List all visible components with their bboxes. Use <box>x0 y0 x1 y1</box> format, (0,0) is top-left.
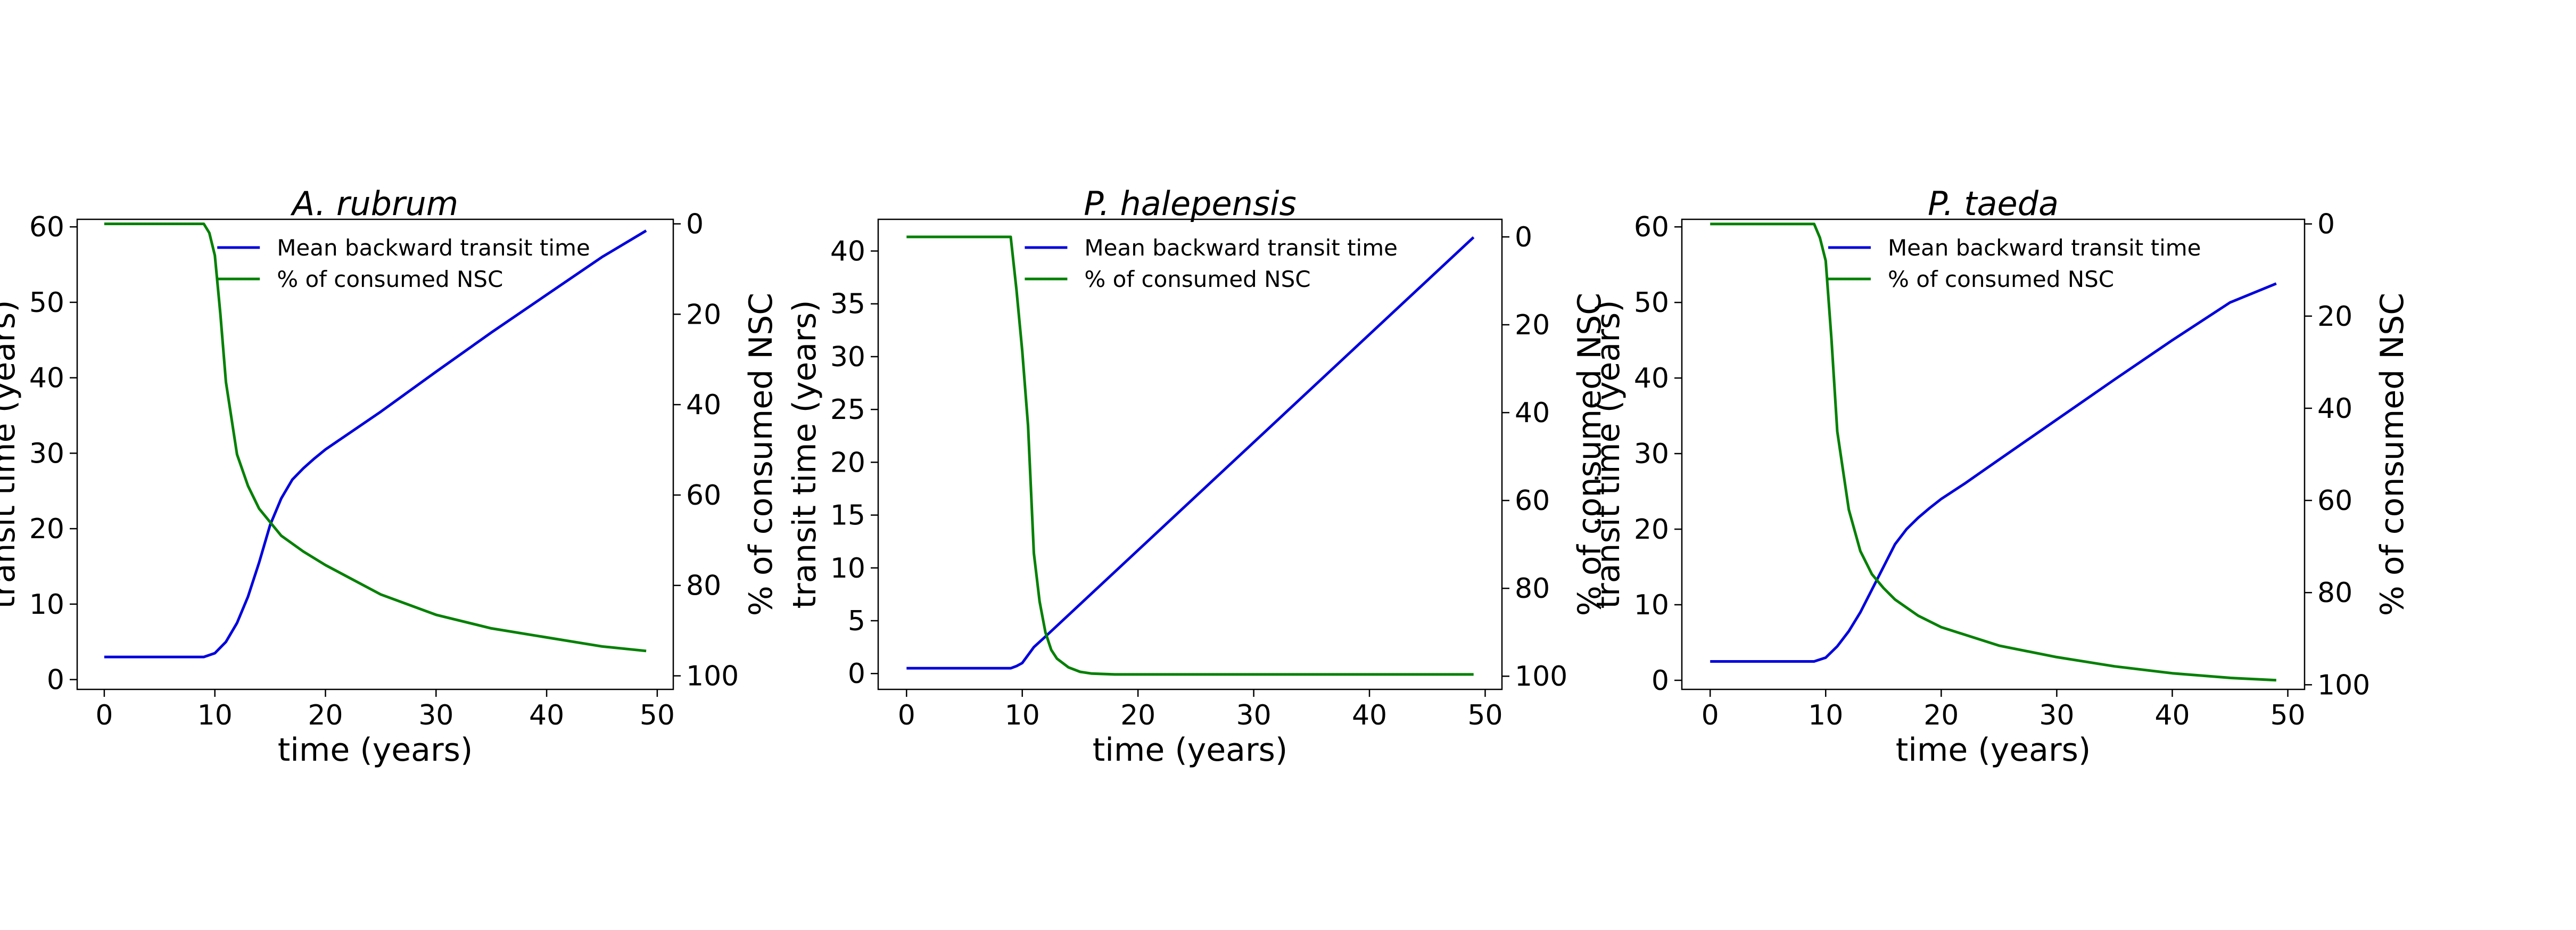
axes-frame <box>877 218 1503 690</box>
x-tick-label: 50 <box>2270 699 2305 731</box>
legend-label-transit: Mean backward transit time <box>277 235 590 261</box>
legend: Mean backward transit time % of consumed… <box>217 235 590 292</box>
y2-tick-label: 0 <box>686 208 704 240</box>
x-tick-label: 30 <box>418 699 453 731</box>
y2-tick-label: 40 <box>686 389 721 421</box>
y2-tick-label: 100 <box>2317 669 2370 701</box>
series-line-consumed-nsc <box>1710 223 2276 682</box>
y-tick-label: 30 <box>830 341 865 373</box>
legend-label-nsc: % of consumed NSC <box>1888 266 2114 292</box>
panel-p-taeda: P. taeda time (years) transit time (year… <box>1590 184 2411 769</box>
y-tick-label: 15 <box>830 500 865 532</box>
legend-label-transit: Mean backward transit time <box>1084 235 1398 261</box>
y-axis-label: transit time (years) <box>0 300 22 608</box>
y2-tick-label: 60 <box>686 480 721 512</box>
x-tick-label: 40 <box>1352 699 1387 731</box>
y2-tick-label: 100 <box>686 661 739 693</box>
legend: Mean backward transit time % of consumed… <box>1828 235 2201 292</box>
x-tick-label: 10 <box>1005 699 1040 731</box>
y-tick-label: 60 <box>29 211 64 243</box>
y-tick-label: 35 <box>830 289 865 320</box>
legend-label-nsc: % of consumed NSC <box>277 266 503 292</box>
y2-tick-label: 20 <box>2317 301 2352 333</box>
y2-tick-label: 100 <box>1515 661 1567 693</box>
y-tick-label: 25 <box>830 394 865 426</box>
y2-axis-label: % of consumed NSC <box>2374 293 2411 616</box>
y2-tick-label: 40 <box>2317 393 2352 425</box>
axis-ticks: 0 10 20 30 40 50 0 10 20 30 40 50 60 0 20 40 60 80 100 <box>29 208 739 731</box>
y2-tick-label: 60 <box>2317 485 2352 517</box>
series-line-transit-time <box>1710 282 2277 663</box>
x-tick-label: 10 <box>1808 699 1843 731</box>
x-tick-label: 20 <box>1120 699 1155 731</box>
y2-tick-label: 0 <box>2317 209 2335 241</box>
y-tick-label: 30 <box>1634 438 1669 470</box>
series-line-consumed-nsc <box>104 223 647 653</box>
y-tick-label: 10 <box>830 553 865 585</box>
series-line-transit-time <box>104 229 647 659</box>
x-tick-label: 40 <box>529 699 564 731</box>
x-axis-label: time (years) <box>1093 731 1288 769</box>
axis-ticks: 0 10 20 30 40 50 0 5 10 15 20 25 30 35 40 0 20 40 60 80 100 <box>830 221 1567 731</box>
y2-axis-label: % of consumed NSC <box>742 293 780 616</box>
series-line-transit-time <box>906 236 1475 670</box>
x-tick-label: 50 <box>1467 699 1502 731</box>
y2-tick-label: 60 <box>1515 485 1550 517</box>
y2-tick-label: 40 <box>1515 397 1550 429</box>
y-tick-label: 0 <box>47 664 64 696</box>
panel-p-halepensis: P. halepensis time (years) transit time … <box>786 184 1608 769</box>
x-tick-label: 20 <box>1923 699 1959 731</box>
y-axis-label: transit time (years) <box>1590 300 1627 608</box>
y-axis-label: transit time (years) <box>786 300 823 608</box>
x-tick-label: 20 <box>308 699 343 731</box>
y2-tick-label: 80 <box>2317 577 2352 609</box>
x-tick-label: 40 <box>2154 699 2190 731</box>
chart-title: P. halepensis <box>1084 184 1297 223</box>
y2-tick-label: 80 <box>686 570 721 602</box>
y-tick-label: 60 <box>1634 211 1669 243</box>
x-tick-label: 50 <box>640 699 675 731</box>
y-tick-label: 10 <box>29 589 64 621</box>
axis-ticks: 0 10 20 30 40 50 0 10 20 30 40 50 60 0 20 40 60 80 100 <box>1634 209 2370 731</box>
y-tick-label: 20 <box>830 447 865 479</box>
chart-title: A. rubrum <box>290 184 458 223</box>
legend-label-nsc: % of consumed NSC <box>1084 266 1310 292</box>
chart-title: P. taeda <box>1928 184 2059 223</box>
y2-tick-label: 0 <box>1515 221 1532 253</box>
axes-frame <box>76 218 674 690</box>
y2-tick-label: 20 <box>686 299 721 331</box>
series-line-consumed-nsc <box>906 235 1474 676</box>
y2-axis-label: % of consumed NSC <box>1571 293 1608 616</box>
y-tick-label: 40 <box>1634 363 1669 394</box>
x-axis-label: time (years) <box>1896 731 2091 769</box>
x-tick-label: 0 <box>1702 699 1719 731</box>
panel-a-rubrum: A. rubrum time (years) transit time (yea… <box>0 184 780 769</box>
axes-frame <box>1681 218 2306 690</box>
legend: Mean backward transit time % of consumed… <box>1025 235 1398 292</box>
x-tick-label: 30 <box>2039 699 2074 731</box>
x-tick-label: 0 <box>95 699 113 731</box>
legend-label-transit: Mean backward transit time <box>1888 235 2201 261</box>
y2-tick-label: 20 <box>1515 309 1550 341</box>
x-axis-label: time (years) <box>278 731 473 769</box>
x-tick-label: 0 <box>898 699 915 731</box>
y-tick-label: 0 <box>1652 665 1669 697</box>
y-tick-label: 40 <box>830 236 865 268</box>
y-tick-label: 50 <box>1634 287 1669 319</box>
x-tick-label: 10 <box>197 699 233 731</box>
y-tick-label: 0 <box>848 658 865 690</box>
y-tick-label: 5 <box>848 605 865 637</box>
y-tick-label: 40 <box>29 363 64 394</box>
x-tick-label: 30 <box>1236 699 1272 731</box>
y-tick-label: 10 <box>1634 589 1669 621</box>
y-tick-label: 50 <box>29 287 64 319</box>
y-tick-label: 20 <box>1634 514 1669 546</box>
y-tick-label: 20 <box>29 513 64 545</box>
y-tick-label: 30 <box>29 438 64 470</box>
y2-tick-label: 80 <box>1515 573 1550 605</box>
